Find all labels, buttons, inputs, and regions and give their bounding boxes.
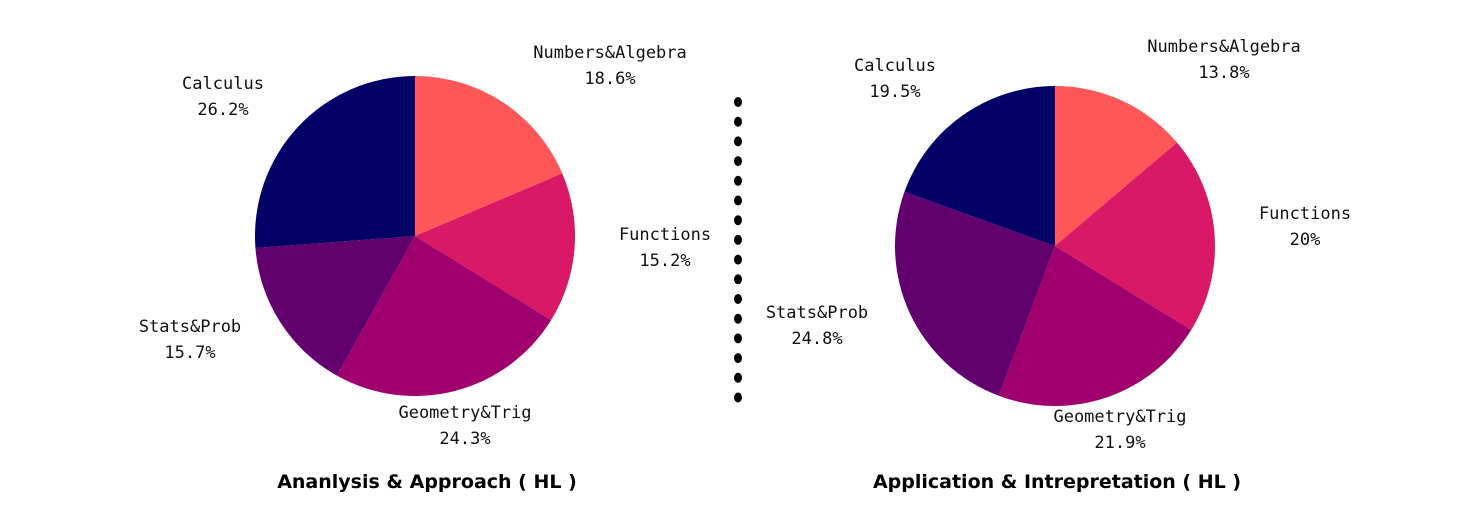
slice-percent-geometry-trig: 24.3% <box>439 429 490 449</box>
slice-label-calculus: Calculus <box>182 74 264 94</box>
slice-label-stats-prob: Stats&Prob <box>766 303 868 323</box>
slice-percent-calculus: 26.2% <box>197 100 248 120</box>
pie-chart-application-interpretation: Numbers&Algebra 13.8% Functions 20% Geometry… <box>766 37 1351 493</box>
divider-dot <box>734 195 742 206</box>
divider-dot <box>734 353 742 364</box>
chart-title: Application & Intrepretation ( HL ) <box>873 471 1241 493</box>
pie-slice-geometry-trig <box>998 246 1192 407</box>
pie-slice-stats-prob <box>255 236 415 376</box>
divider-dot <box>734 175 742 186</box>
slice-label-numbers-algebra: Numbers&Algebra <box>533 43 687 63</box>
divider-dot <box>734 333 742 344</box>
pie-slice-numbers-algebra <box>415 76 563 236</box>
divider-dot <box>734 392 742 403</box>
pie-slice-functions <box>1055 142 1216 331</box>
pie-chart-analysis-approach: Numbers&Algebra 18.6% Functions 15.2% Geomet… <box>139 43 711 493</box>
slice-label-calculus: Calculus <box>854 56 936 76</box>
slice-label-functions: Functions <box>619 225 711 245</box>
slice-label-geometry-trig: Geometry&Trig <box>1053 407 1186 427</box>
divider-dot <box>734 372 742 383</box>
divider-dot <box>734 254 742 265</box>
divider-dot <box>734 156 742 167</box>
dotted-divider <box>734 97 742 403</box>
pie-slice-geometry-trig <box>337 236 552 396</box>
slice-percent-stats-prob: 24.8% <box>791 329 842 349</box>
slice-percent-geometry-trig: 21.9% <box>1094 433 1145 453</box>
slice-percent-numbers-algebra: 13.8% <box>1198 63 1249 83</box>
pie-slice-stats-prob <box>894 191 1055 396</box>
divider-dot <box>734 274 742 285</box>
slice-percent-calculus: 19.5% <box>869 82 920 102</box>
slice-percent-numbers-algebra: 18.6% <box>584 69 635 89</box>
slice-label-stats-prob: Stats&Prob <box>139 317 241 337</box>
divider-dot <box>734 116 742 127</box>
slice-label-geometry-trig: Geometry&Trig <box>398 403 531 423</box>
divider-dot <box>734 215 742 226</box>
pie-slice-calculus <box>254 75 415 249</box>
pie-slice-functions <box>415 173 576 321</box>
slice-label-numbers-algebra: Numbers&Algebra <box>1147 37 1301 57</box>
divider-dot <box>734 97 742 107</box>
divider-dot <box>734 234 742 245</box>
slice-label-functions: Functions <box>1259 204 1351 224</box>
divider-dot <box>734 313 742 324</box>
slice-percent-stats-prob: 15.7% <box>164 343 215 363</box>
pie-slice-numbers-algebra <box>1055 86 1177 246</box>
slice-percent-functions: 20% <box>1290 230 1321 250</box>
divider-dot <box>734 136 742 147</box>
chart-title: Ananlysis & Approach ( HL ) <box>277 471 577 493</box>
slice-percent-functions: 15.2% <box>639 251 690 271</box>
divider-dot <box>734 294 742 304</box>
pie-slice-calculus <box>904 86 1055 246</box>
